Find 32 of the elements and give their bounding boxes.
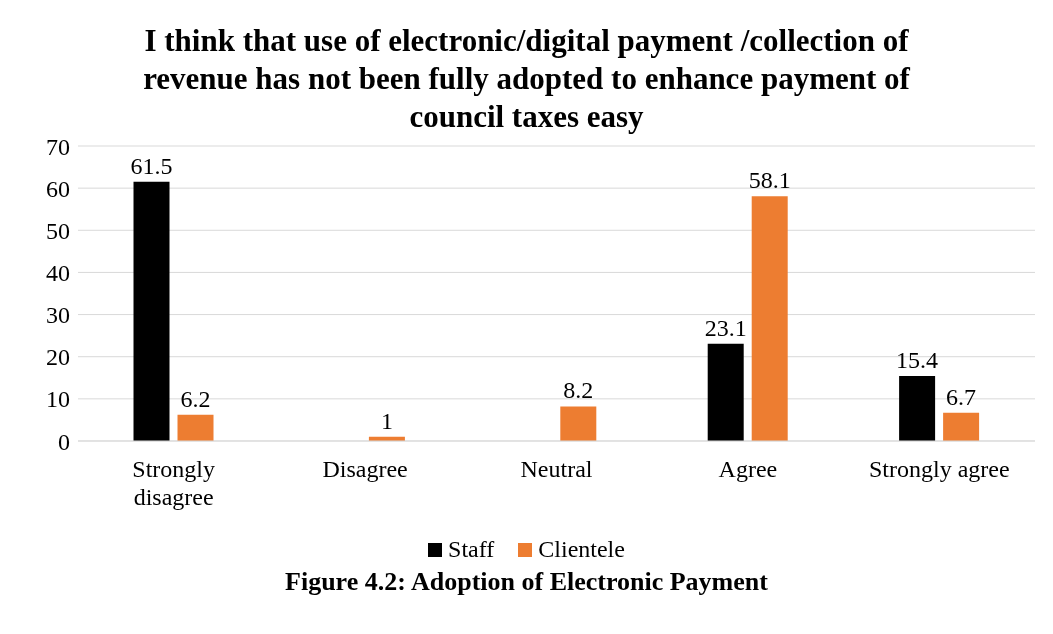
- caption: Figure 4.2: Adoption of Electronic Payment: [284, 567, 769, 597]
- data-label: 6.2: [180, 385, 211, 412]
- x-tick-label: Strongly disagree: [132, 456, 216, 510]
- data-label: 6.7: [946, 383, 977, 410]
- chart-title: I think that use of electronic/digital payment /collection of revenue has not been fully adopted to enhance payment of council taxes easy: [143, 23, 910, 134]
- legend-label: Clientele: [537, 536, 625, 563]
- y-tick-label: 50: [46, 217, 70, 244]
- bar: [943, 412, 980, 441]
- legend-label: Staff: [447, 536, 495, 563]
- data-label: 23.1: [704, 314, 747, 341]
- bar: [707, 343, 744, 441]
- data-label: 61.5: [130, 152, 173, 179]
- y-tick-label: 0: [58, 428, 70, 455]
- y-tick-label: 60: [46, 175, 70, 202]
- y-tick-label: 40: [46, 259, 70, 286]
- y-tick-label: 20: [46, 344, 70, 371]
- bar: [560, 406, 597, 441]
- y-tick-label: 30: [46, 302, 70, 329]
- bar: [177, 414, 214, 441]
- data-label: 1: [380, 407, 393, 434]
- y-tick-label: 70: [46, 133, 70, 160]
- bar: [751, 196, 788, 441]
- bar: [899, 376, 936, 441]
- data-label: 8.2: [563, 377, 594, 404]
- data-label: 15.4: [896, 347, 939, 374]
- data-label: 58.1: [748, 167, 791, 194]
- x-tick-label: Strongly agree: [868, 456, 1010, 482]
- y-tick-label: 10: [46, 386, 70, 413]
- x-tick-label: Disagree: [322, 456, 408, 482]
- bar: [133, 181, 170, 441]
- x-tick-label: Agree: [718, 456, 778, 482]
- x-tick-label: Neutral: [520, 456, 593, 482]
